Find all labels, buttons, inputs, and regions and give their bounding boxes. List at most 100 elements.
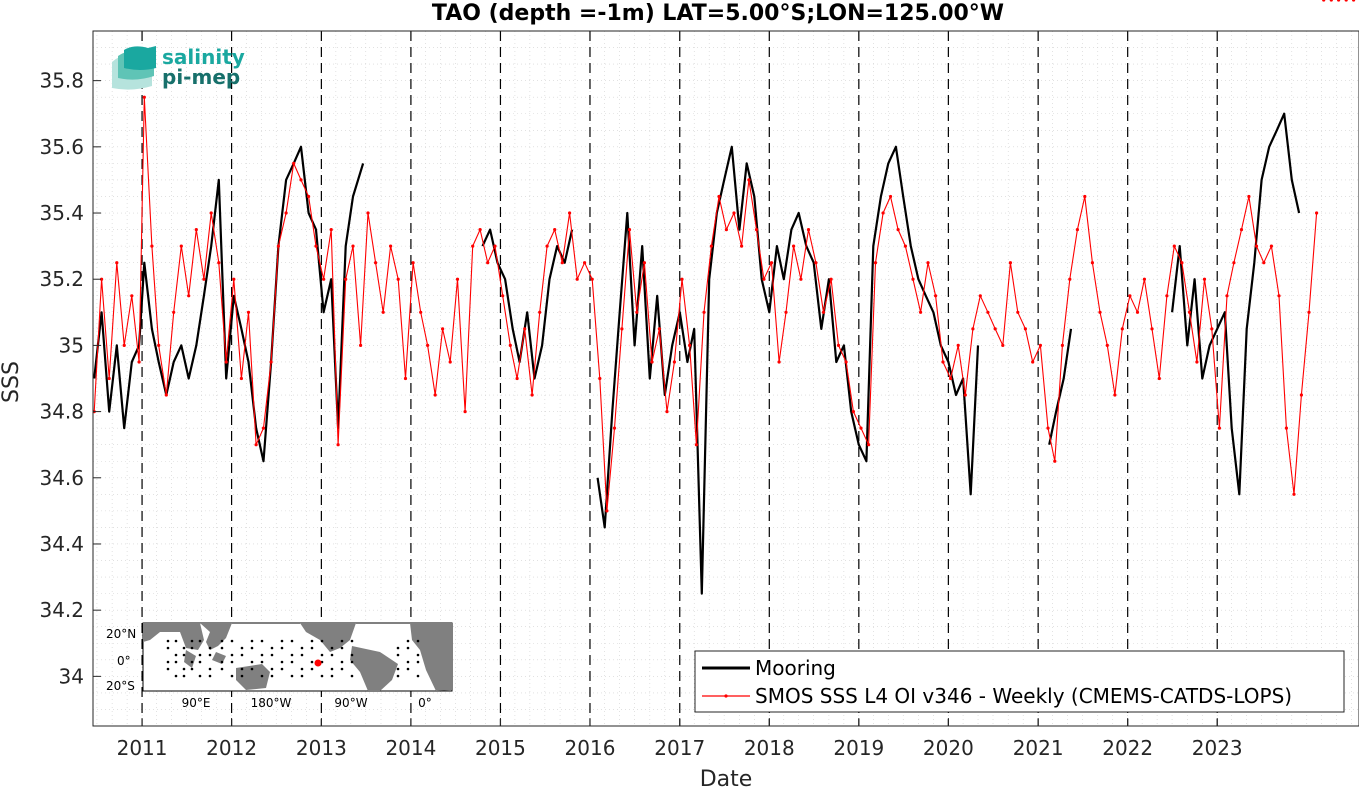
smos-point <box>232 277 236 281</box>
smos-point <box>993 327 997 331</box>
mooring-dot <box>198 653 202 657</box>
smos-point <box>538 310 542 314</box>
smos-point <box>1068 277 1072 281</box>
mooring-dot <box>310 660 314 664</box>
smos-point <box>784 310 788 314</box>
mooring-line-segment <box>1171 112 1301 496</box>
mooring-dot <box>198 674 202 678</box>
mooring-dot <box>220 660 224 664</box>
mooring-dot <box>174 653 178 657</box>
smos-point <box>224 360 228 364</box>
mooring-dot <box>300 653 304 657</box>
mooring-dot <box>230 660 234 664</box>
smos-point <box>762 277 766 281</box>
smos-point <box>1225 294 1229 298</box>
mooring-dot <box>260 674 264 678</box>
x-tick-label: 2022 <box>1102 736 1153 760</box>
mooring-dot <box>330 674 334 678</box>
smos-point <box>419 310 423 314</box>
smos-point <box>642 261 647 265</box>
smos-point <box>732 211 736 215</box>
smos-point <box>239 376 243 381</box>
smos-point <box>941 360 945 364</box>
smos-point <box>374 261 378 265</box>
smos-point <box>433 393 437 397</box>
mooring-dot <box>260 653 264 657</box>
smos-point <box>115 261 119 265</box>
mooring-dot <box>396 667 400 671</box>
y-tick-label: 35.6 <box>39 135 84 159</box>
mooring-dot <box>174 674 178 678</box>
smos-point <box>142 95 146 99</box>
smos-point <box>1157 376 1161 381</box>
smos-point <box>1307 310 1311 314</box>
x-tick-label: 2021 <box>1013 736 1064 760</box>
smos-point <box>164 393 168 397</box>
smos-point <box>1262 261 1266 265</box>
mooring-line-segment <box>1048 328 1073 445</box>
mooring-dot <box>290 660 294 664</box>
salinity-pi-mep-logo: salinity pi-mep <box>112 45 245 90</box>
x-tick-label: 2012 <box>206 736 257 760</box>
smos-point <box>590 277 594 281</box>
smos-point <box>501 294 505 298</box>
mooring-dot <box>310 667 314 671</box>
mooring-dot <box>220 667 224 671</box>
smos-point <box>122 343 126 347</box>
smos-point <box>202 277 206 281</box>
smos-point <box>209 211 213 215</box>
mooring-dot <box>310 639 314 643</box>
smos-point <box>672 360 677 364</box>
smos-point <box>179 244 183 248</box>
y-tick-label: 34.2 <box>39 598 84 622</box>
smos-point <box>1142 277 1146 281</box>
smos-point <box>896 228 900 232</box>
mooring-dot <box>300 674 304 678</box>
smos-point <box>688 343 692 347</box>
mooring-dot <box>340 639 344 643</box>
mooring-dot <box>340 667 344 671</box>
smos-point <box>1120 327 1124 331</box>
smos-point <box>1090 261 1094 265</box>
mooring-dot <box>406 646 410 650</box>
legend-smos-marker <box>724 694 728 698</box>
mooring-dot <box>300 646 304 650</box>
smos-point <box>911 277 915 281</box>
mooring-dot <box>250 660 254 664</box>
smos-point <box>1292 492 1296 496</box>
smos-point <box>130 294 134 298</box>
inset-map-mooring-dots <box>166 639 420 678</box>
x-tick-label: 2019 <box>833 736 884 760</box>
smos-point <box>821 310 826 314</box>
mooring-dot <box>330 646 334 650</box>
smos-point <box>1202 277 1207 281</box>
inset-map-ylabel-20s: 20°S <box>106 679 135 693</box>
smos-point <box>329 228 333 232</box>
smos-point <box>1046 426 1050 430</box>
mooring-dot <box>320 639 324 643</box>
mooring-dot <box>260 660 264 664</box>
smos-point <box>851 410 856 414</box>
smos-point <box>754 228 759 232</box>
chart-title: TAO (depth =-1m) LAT=5.00°S;LON=125.00°W <box>432 1 1004 26</box>
mooring-dot <box>320 674 324 678</box>
smos-point <box>478 228 482 232</box>
mooring-dot <box>416 674 420 678</box>
smos-point <box>1098 310 1102 314</box>
mooring-dot <box>406 639 410 643</box>
mooring-dot <box>240 646 244 650</box>
smos-point <box>1239 228 1244 232</box>
smos-point <box>836 343 841 347</box>
mooring-dot <box>280 667 284 671</box>
inset-map-xlabel-180w: 180°W <box>251 696 292 710</box>
smos-point <box>292 161 296 165</box>
logo-text-pi-mep: pi-mep <box>162 65 240 89</box>
mooring-dot <box>260 639 264 643</box>
mooring-dot <box>330 667 334 671</box>
x-axis-label: Date <box>700 767 753 790</box>
smos-point <box>1135 310 1140 314</box>
smos-point <box>1128 294 1132 298</box>
smos-point <box>1232 261 1236 265</box>
mooring-dot <box>310 646 314 650</box>
